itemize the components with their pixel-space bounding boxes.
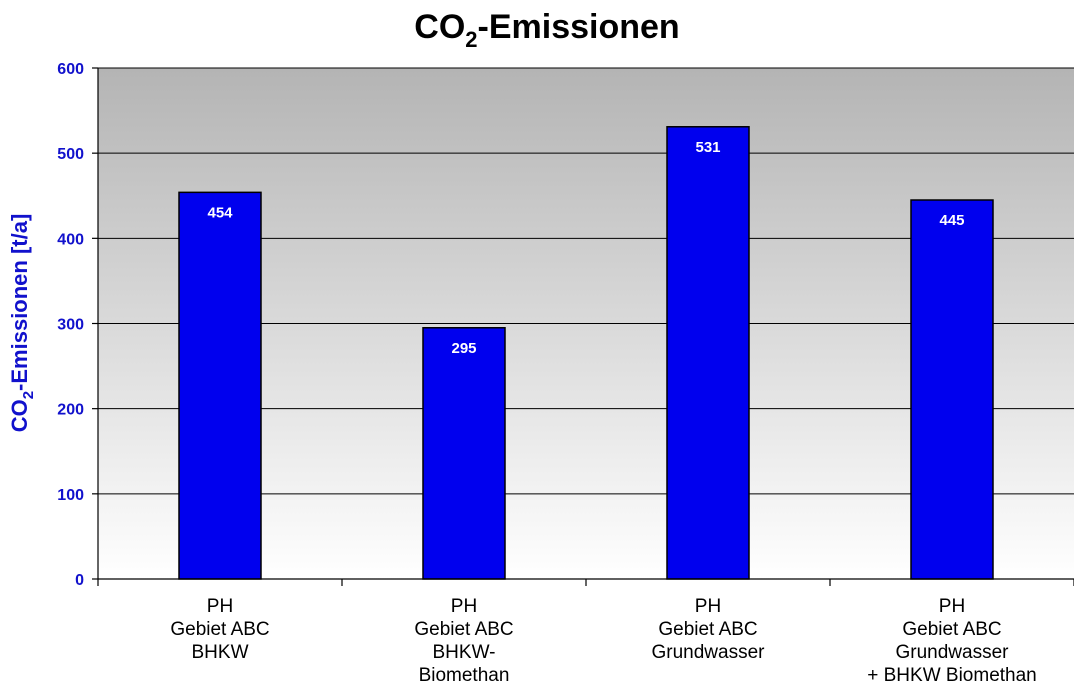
data-label: 531 <box>695 139 720 156</box>
y-tick-label: 100 <box>57 487 84 504</box>
y-axis-label: CO2-Emissionen [t/a] <box>7 214 37 433</box>
x-tick-label: PH Gebiet ABC BHKW <box>170 596 269 663</box>
x-ticks: PH Gebiet ABC BHKW PH Gebiet ABC BHKW-Biometh… <box>97 579 1074 686</box>
bar <box>666 126 750 580</box>
data-label: 445 <box>939 212 964 229</box>
x-tick-label: PH Gebiet ABC BHKW-Biomethan <box>414 596 513 686</box>
y-tick-label: 0 <box>75 572 84 589</box>
chart-title: CO2-Emissionen <box>414 8 679 52</box>
y-ticks: 0 100 200 300 400 500 600 <box>57 61 98 589</box>
data-label: 295 <box>451 340 476 357</box>
y-tick-label: 600 <box>57 61 84 78</box>
bars <box>178 126 994 580</box>
y-tick-label: 300 <box>57 317 84 334</box>
y-tick-label: 200 <box>57 402 84 419</box>
bar <box>178 191 262 580</box>
y-tick-label: 400 <box>57 231 84 248</box>
data-labels: 454 295 531 445 <box>207 139 964 357</box>
bar <box>910 199 994 580</box>
bar <box>422 327 506 580</box>
x-tick-label: PH Gebiet ABC Grundwasser <box>652 596 766 663</box>
y-tick-label: 500 <box>57 146 84 163</box>
data-label: 454 <box>207 204 233 221</box>
x-tick-label: PH Gebiet ABC Grundwasser + BHKW Biomethan <box>867 596 1037 686</box>
